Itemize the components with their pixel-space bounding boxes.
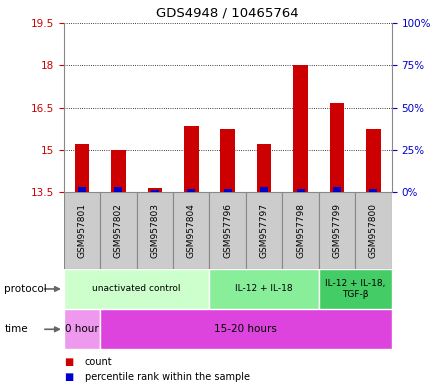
Bar <box>64 192 100 269</box>
Bar <box>111 150 126 192</box>
Text: 15-20 hours: 15-20 hours <box>214 324 277 334</box>
Text: GSM957797: GSM957797 <box>260 203 269 258</box>
Bar <box>209 269 319 309</box>
Bar <box>173 192 209 269</box>
Bar <box>78 187 86 192</box>
Bar <box>370 189 378 192</box>
Text: count: count <box>85 357 113 367</box>
Text: IL-12 + IL-18,
TGF-β: IL-12 + IL-18, TGF-β <box>325 279 385 299</box>
Bar <box>64 269 209 309</box>
Bar <box>75 144 89 192</box>
Bar <box>100 192 137 269</box>
Text: 0 hour: 0 hour <box>65 324 99 334</box>
Bar <box>333 187 341 192</box>
Bar <box>114 187 122 192</box>
Text: protocol: protocol <box>4 284 47 294</box>
Bar <box>100 309 392 349</box>
Bar <box>64 309 100 349</box>
Bar <box>187 189 195 192</box>
Text: GSM957800: GSM957800 <box>369 203 378 258</box>
Bar <box>137 192 173 269</box>
Bar <box>319 192 355 269</box>
Text: percentile rank within the sample: percentile rank within the sample <box>85 372 250 382</box>
Bar <box>319 269 392 309</box>
Bar <box>293 65 308 192</box>
Text: GSM957798: GSM957798 <box>296 203 305 258</box>
Bar <box>282 192 319 269</box>
Bar <box>366 129 381 192</box>
Text: GSM957801: GSM957801 <box>77 203 87 258</box>
Bar <box>297 189 304 192</box>
Bar <box>246 192 282 269</box>
Bar <box>224 189 232 192</box>
Bar <box>257 144 271 192</box>
Text: time: time <box>4 324 28 334</box>
Bar <box>209 192 246 269</box>
Text: GSM957796: GSM957796 <box>223 203 232 258</box>
Text: ■: ■ <box>64 372 73 382</box>
Text: GSM957804: GSM957804 <box>187 203 196 258</box>
Bar <box>330 103 344 192</box>
Bar <box>220 129 235 192</box>
Text: GSM957799: GSM957799 <box>333 203 341 258</box>
Text: unactivated control: unactivated control <box>92 285 181 293</box>
Text: ■: ■ <box>64 357 73 367</box>
Text: IL-12 + IL-18: IL-12 + IL-18 <box>235 285 293 293</box>
Bar <box>355 192 392 269</box>
Bar <box>184 126 198 192</box>
Text: GSM957803: GSM957803 <box>150 203 159 258</box>
Bar <box>151 190 159 192</box>
Bar <box>147 188 162 192</box>
Bar <box>260 187 268 192</box>
Text: GSM957802: GSM957802 <box>114 203 123 258</box>
Title: GDS4948 / 10465764: GDS4948 / 10465764 <box>156 6 299 19</box>
